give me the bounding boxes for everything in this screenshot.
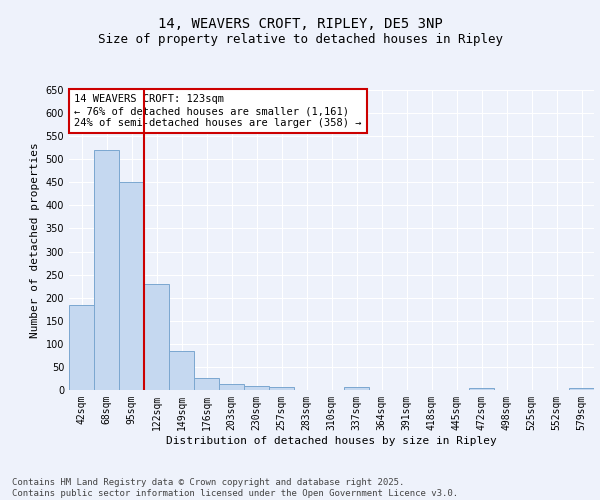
Bar xyxy=(269,387,294,390)
Bar xyxy=(169,351,194,390)
Bar xyxy=(94,150,119,390)
Text: Size of property relative to detached houses in Ripley: Size of property relative to detached ho… xyxy=(97,32,503,46)
Bar xyxy=(219,384,244,390)
Bar xyxy=(144,284,169,390)
Bar xyxy=(469,388,494,390)
Bar xyxy=(194,378,219,390)
Bar xyxy=(244,386,269,390)
Text: 14 WEAVERS CROFT: 123sqm
← 76% of detached houses are smaller (1,161)
24% of sem: 14 WEAVERS CROFT: 123sqm ← 76% of detach… xyxy=(74,94,362,128)
Bar xyxy=(119,182,144,390)
Bar xyxy=(69,305,94,390)
Text: 14, WEAVERS CROFT, RIPLEY, DE5 3NP: 14, WEAVERS CROFT, RIPLEY, DE5 3NP xyxy=(158,18,442,32)
Bar xyxy=(569,388,594,390)
Bar xyxy=(344,387,369,390)
X-axis label: Distribution of detached houses by size in Ripley: Distribution of detached houses by size … xyxy=(166,436,497,446)
Y-axis label: Number of detached properties: Number of detached properties xyxy=(30,142,40,338)
Text: Contains HM Land Registry data © Crown copyright and database right 2025.
Contai: Contains HM Land Registry data © Crown c… xyxy=(12,478,458,498)
